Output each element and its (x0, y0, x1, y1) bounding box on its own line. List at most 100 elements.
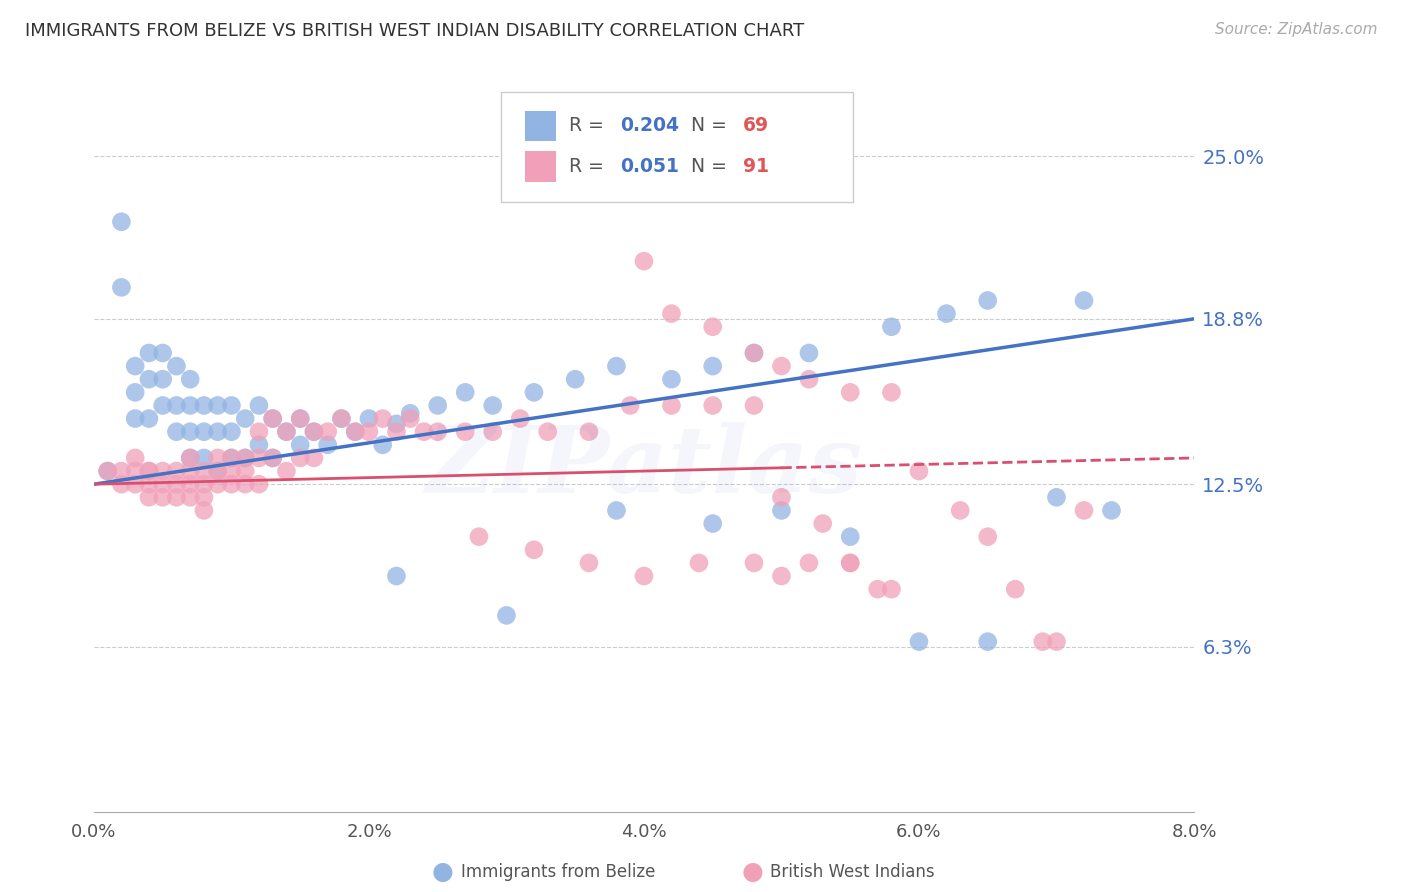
Point (797, 556, 820, 570)
Point (330, 411, 353, 425)
Point (509, 411, 531, 425)
Point (221, 477, 243, 491)
Point (247, 477, 270, 491)
Point (316, 425, 339, 439)
Point (207, 425, 229, 439)
Text: IMMIGRANTS FROM BELIZE VS BRITISH WEST INDIAN DISABILITY CORRELATION CHART: IMMIGRANTS FROM BELIZE VS BRITISH WEST I… (25, 22, 804, 40)
Point (165, 359, 187, 373)
Point (1032, 634, 1054, 648)
Point (152, 464, 174, 478)
Point (124, 450, 146, 465)
Point (138, 477, 160, 491)
Point (247, 438, 270, 452)
Point (179, 464, 201, 478)
FancyBboxPatch shape (526, 111, 555, 141)
Point (770, 569, 793, 583)
Point (152, 477, 174, 491)
Point (262, 450, 284, 465)
Text: ●: ● (432, 861, 454, 884)
Point (179, 399, 201, 413)
Point (880, 319, 903, 334)
Point (233, 411, 256, 425)
Point (661, 399, 683, 413)
Point (247, 399, 270, 413)
Point (702, 399, 724, 413)
Point (880, 385, 903, 400)
Point (742, 399, 765, 413)
Point (193, 399, 215, 413)
Point (977, 634, 1000, 648)
Point (110, 215, 132, 229)
Point (138, 346, 160, 360)
Point (152, 372, 174, 386)
Point (233, 450, 256, 465)
Point (742, 556, 765, 570)
Point (454, 425, 477, 439)
Text: N =: N = (679, 157, 733, 176)
Point (633, 254, 655, 268)
Point (276, 425, 298, 439)
Point (935, 307, 957, 321)
Point (124, 464, 146, 478)
Point (221, 450, 243, 465)
Point (165, 491, 187, 505)
Point (468, 530, 491, 544)
Point (866, 582, 889, 596)
FancyBboxPatch shape (526, 151, 555, 182)
FancyBboxPatch shape (501, 92, 853, 202)
Point (110, 464, 132, 478)
Point (371, 438, 394, 452)
Point (247, 425, 270, 439)
Point (454, 385, 477, 400)
Point (207, 464, 229, 478)
Point (124, 359, 146, 373)
Point (770, 491, 793, 505)
Point (138, 464, 160, 478)
Text: 69: 69 (742, 117, 769, 136)
Point (702, 359, 724, 373)
Point (179, 372, 201, 386)
Point (179, 450, 201, 465)
Point (399, 406, 422, 420)
Point (165, 399, 187, 413)
Point (1004, 582, 1026, 596)
Point (371, 411, 394, 425)
Point (207, 477, 229, 491)
Point (797, 372, 820, 386)
Point (193, 425, 215, 439)
Point (193, 464, 215, 478)
Point (385, 425, 408, 439)
Text: R =: R = (569, 157, 610, 176)
Point (290, 411, 312, 425)
Point (262, 411, 284, 425)
Point (165, 425, 187, 439)
Point (302, 425, 325, 439)
Point (193, 477, 215, 491)
Point (742, 346, 765, 360)
Text: Source: ZipAtlas.com: Source: ZipAtlas.com (1215, 22, 1378, 37)
Point (633, 569, 655, 583)
Point (179, 450, 201, 465)
Point (262, 411, 284, 425)
Point (124, 385, 146, 400)
Point (908, 464, 931, 478)
Point (124, 477, 146, 491)
Point (165, 477, 187, 491)
Point (413, 425, 436, 439)
Point (702, 516, 724, 531)
Point (207, 464, 229, 478)
Point (290, 411, 312, 425)
Point (399, 411, 422, 425)
Point (605, 503, 627, 517)
Point (564, 372, 586, 386)
Point (110, 280, 132, 294)
Point (97, 464, 120, 478)
Point (839, 530, 862, 544)
Point (207, 450, 229, 465)
Point (1101, 503, 1123, 517)
Point (276, 425, 298, 439)
Point (537, 425, 560, 439)
Text: R =: R = (569, 117, 610, 136)
Point (619, 399, 641, 413)
Point (221, 425, 243, 439)
